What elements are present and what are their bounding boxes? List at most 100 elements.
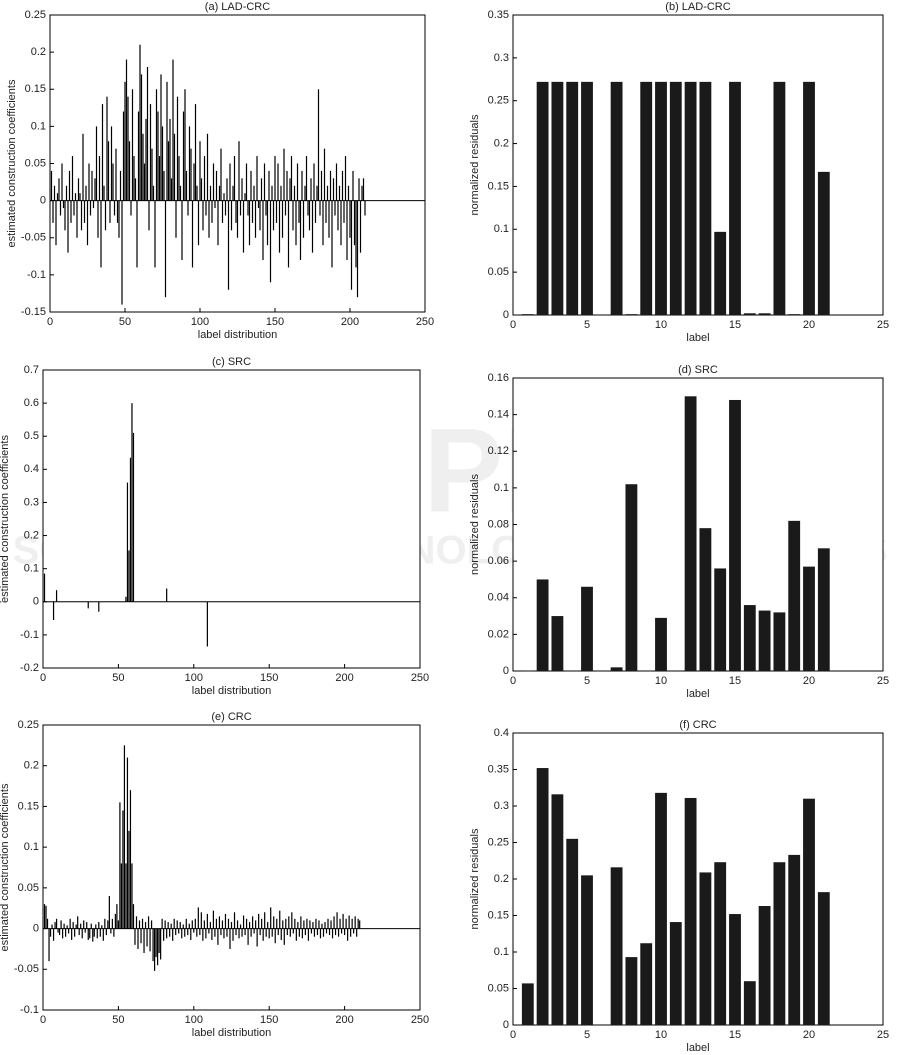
- bar: [302, 200, 305, 238]
- bar: [161, 918, 163, 929]
- bar: [214, 200, 216, 209]
- x-tick-label: 10: [655, 675, 667, 687]
- x-tick-label: 200: [335, 1014, 353, 1026]
- bar: [116, 200, 119, 223]
- bar: [300, 916, 302, 929]
- bar: [803, 81, 815, 315]
- bar: [53, 185, 56, 201]
- bar: [133, 156, 135, 201]
- bar: [135, 916, 138, 929]
- bar: [773, 612, 786, 671]
- bar: [329, 170, 332, 201]
- bar: [362, 178, 365, 201]
- bar: [247, 928, 249, 945]
- bar: [241, 178, 243, 201]
- bar: [277, 928, 279, 936]
- bar: [153, 928, 156, 971]
- bar: [290, 156, 293, 201]
- bar: [551, 616, 564, 671]
- bar: [99, 928, 101, 937]
- bar: [324, 922, 326, 929]
- bar: [130, 200, 132, 216]
- y-tick-label: 0.25: [488, 836, 509, 848]
- bar: [87, 928, 89, 940]
- bar: [200, 912, 202, 929]
- bar: [98, 156, 101, 201]
- bar: [258, 913, 260, 929]
- bar: [344, 156, 347, 201]
- y-tick-label: 0.3: [494, 52, 509, 64]
- bar: [161, 126, 164, 201]
- bar: [157, 928, 159, 966]
- bar: [104, 200, 107, 231]
- bar: [283, 928, 285, 945]
- bar: [239, 924, 242, 929]
- bar: [684, 81, 697, 315]
- bar: [307, 200, 309, 216]
- bar: [172, 928, 174, 941]
- panel: (a) LAD-CRC label distribution estimated c…: [6, 1, 434, 341]
- bar: [94, 178, 96, 201]
- bar: [357, 918, 359, 929]
- bar: [341, 170, 344, 201]
- bar: [551, 794, 564, 1025]
- bar: [310, 928, 313, 934]
- bar: [182, 111, 185, 201]
- y-tick-label: 0: [33, 922, 39, 934]
- chart-title: (c) SRC: [212, 356, 251, 368]
- bar: [271, 928, 273, 937]
- bar: [625, 957, 638, 1025]
- y-tick-label: 0.35: [488, 763, 509, 775]
- bar: [108, 896, 110, 929]
- bar: [199, 141, 201, 201]
- bar: [274, 928, 276, 944]
- bar: [80, 200, 83, 231]
- bar: [119, 802, 121, 929]
- bar: [288, 916, 290, 929]
- bar: [95, 924, 97, 929]
- bar: [272, 200, 275, 231]
- bar: [699, 528, 712, 671]
- bar: [105, 928, 107, 936]
- bar: [817, 892, 830, 1025]
- bar: [280, 928, 282, 940]
- y-tick-label: 0.15: [488, 180, 509, 192]
- y-tick-label: 0.1: [24, 841, 39, 853]
- bar: [107, 141, 110, 201]
- bar: [193, 928, 195, 933]
- panel: (f) CRC label normalized residuals 0 5 10 15 20…: [469, 719, 889, 1054]
- bar: [314, 200, 317, 223]
- bar: [55, 918, 58, 929]
- bar: [73, 200, 75, 216]
- bar: [714, 862, 727, 1025]
- bar: [83, 200, 86, 223]
- bar: [113, 200, 116, 216]
- bar: [351, 918, 353, 929]
- bar: [289, 178, 291, 201]
- y-tick-label: 0.1: [31, 120, 46, 132]
- bar: [77, 178, 80, 201]
- bar: [55, 200, 57, 246]
- x-tick-label: 5: [584, 1029, 590, 1041]
- bar: [282, 920, 284, 929]
- bar: [91, 170, 93, 201]
- bar: [337, 928, 340, 937]
- bar: [166, 928, 168, 939]
- bar: [758, 610, 771, 671]
- bar: [350, 200, 353, 290]
- bar: [218, 185, 221, 201]
- y-tick-label: 0.14: [488, 409, 509, 421]
- plot-area: [49, 14, 426, 313]
- bar: [197, 907, 199, 929]
- y-tick-label: 0: [503, 309, 509, 321]
- x-axis-label: label: [686, 1042, 709, 1054]
- y-tick-label: 0.35: [488, 9, 509, 21]
- bar: [128, 141, 131, 201]
- bar: [297, 922, 299, 929]
- bar: [110, 126, 113, 201]
- bar: [98, 601, 100, 612]
- bar: [536, 579, 549, 671]
- bar: [338, 185, 341, 201]
- bar: [170, 923, 172, 929]
- bar: [310, 178, 312, 201]
